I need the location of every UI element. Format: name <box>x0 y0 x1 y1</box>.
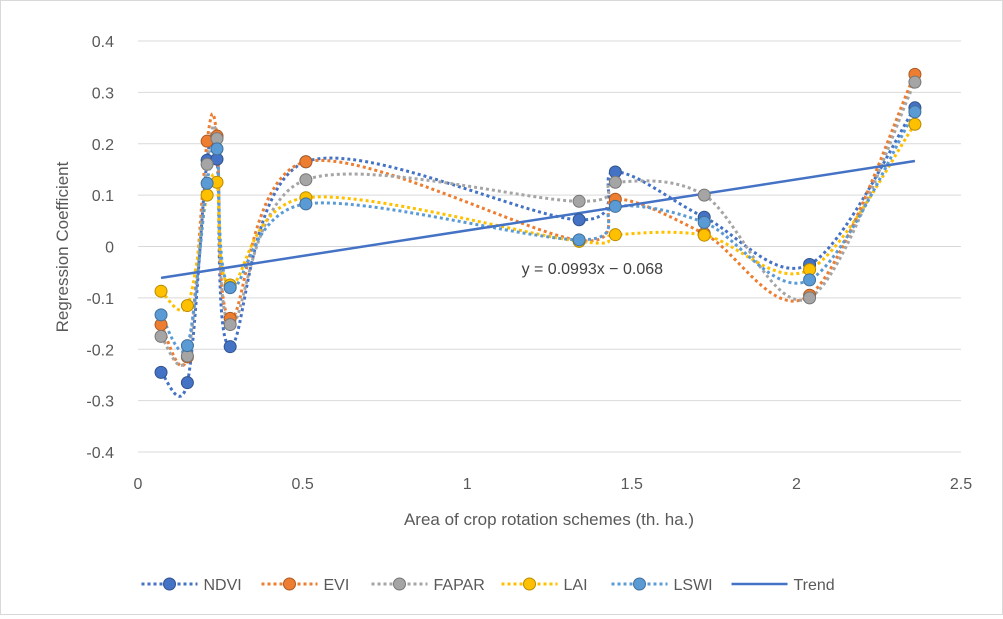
x-axis-title: Area of crop rotation schemes (th. ha.) <box>404 510 694 529</box>
trendline-equation: y = 0.0993x − 0.068 <box>522 261 664 278</box>
trend-layer <box>160 159 916 280</box>
legend-swatch-marker <box>163 577 176 591</box>
point-fapar <box>697 188 711 202</box>
series-line-ndvi <box>159 106 917 398</box>
legend-label: LSWI <box>674 577 713 594</box>
y-tick-label: -0.4 <box>86 445 114 462</box>
point-lswi <box>200 176 214 190</box>
point-lswi <box>803 273 817 287</box>
legend-item-lai: LAI <box>501 577 588 594</box>
series-markers <box>154 67 922 390</box>
point-lai <box>200 188 214 202</box>
x-tick-label: 1 <box>463 476 472 493</box>
legend-swatch-marker <box>283 577 296 591</box>
point-lai <box>908 117 922 131</box>
x-tick-label: 1.5 <box>621 476 643 493</box>
point-lswi <box>210 142 224 156</box>
point-ndvi <box>154 365 168 379</box>
y-tick-label: 0.3 <box>92 85 114 102</box>
legend-item-ndvi: NDVI <box>141 577 242 594</box>
y-tick-label: 0.4 <box>92 34 114 51</box>
point-fapar <box>154 329 168 343</box>
y-tick-label: -0.3 <box>86 394 114 411</box>
annotations: y = 0.0993x − 0.068 <box>522 261 664 278</box>
y-tick-label: 0.1 <box>92 188 114 205</box>
point-ndvi <box>180 376 194 390</box>
series-line-evi <box>159 73 917 368</box>
point-lswi <box>908 105 922 119</box>
legend: NDVI EVI FAPAR LAI LSWI Trend <box>141 577 835 594</box>
legend-label: LAI <box>564 577 588 594</box>
point-lai <box>180 299 194 313</box>
legend-label: NDVI <box>204 577 242 594</box>
point-lswi <box>299 197 313 211</box>
point-fapar <box>299 173 313 187</box>
y-tick-label: -0.2 <box>86 342 114 359</box>
x-tick-label: 2.5 <box>950 476 972 493</box>
y-tick-label: -0.1 <box>86 291 114 308</box>
gridlines <box>138 40 961 453</box>
point-lswi <box>608 199 622 213</box>
x-tick-labels: 0 0.5 1 1.5 2 2.5 <box>134 476 973 493</box>
legend-swatch-marker <box>523 577 536 591</box>
point-lswi <box>180 339 194 353</box>
x-tick-label: 0.5 <box>291 476 313 493</box>
legend-item-fapar: FAPAR <box>371 577 485 594</box>
y-tick-label: 0.2 <box>92 137 114 154</box>
x-tick-label: 2 <box>792 476 801 493</box>
point-evi <box>299 155 313 169</box>
point-lai <box>154 284 168 298</box>
point-ndvi <box>223 340 237 354</box>
point-lai <box>697 228 711 242</box>
legend-label: EVI <box>324 577 350 594</box>
legend-item-lswi: LSWI <box>611 577 713 594</box>
point-fapar <box>223 318 237 332</box>
y-axis-title: Regression Coefficient <box>53 161 72 332</box>
point-lswi <box>154 308 168 322</box>
trend-line <box>160 159 916 280</box>
y-tick-labels: -0.4 -0.3 -0.2 -0.1 0 0.1 0.2 0.3 0.4 <box>86 34 114 462</box>
point-fapar <box>572 194 586 208</box>
series-line-lswi <box>159 111 917 353</box>
y-tick-label: 0 <box>105 240 114 257</box>
legend-item-evi: EVI <box>261 577 350 594</box>
point-fapar <box>608 175 622 189</box>
legend-swatch-marker <box>393 577 406 591</box>
point-ndvi <box>572 213 586 227</box>
point-fapar <box>803 291 817 305</box>
series-line-fapar <box>159 81 917 367</box>
point-lai <box>608 228 622 242</box>
x-tick-label: 0 <box>134 476 143 493</box>
legend-label: Trend <box>794 577 835 594</box>
point-lswi <box>572 233 586 247</box>
point-lswi <box>223 281 237 295</box>
legend-label: FAPAR <box>434 577 485 594</box>
point-lswi <box>697 215 711 229</box>
point-fapar <box>200 157 214 171</box>
series-lines <box>159 73 917 398</box>
legend-swatch-marker <box>633 577 646 591</box>
point-fapar <box>908 75 922 89</box>
legend-item-trend: Trend <box>731 577 835 594</box>
